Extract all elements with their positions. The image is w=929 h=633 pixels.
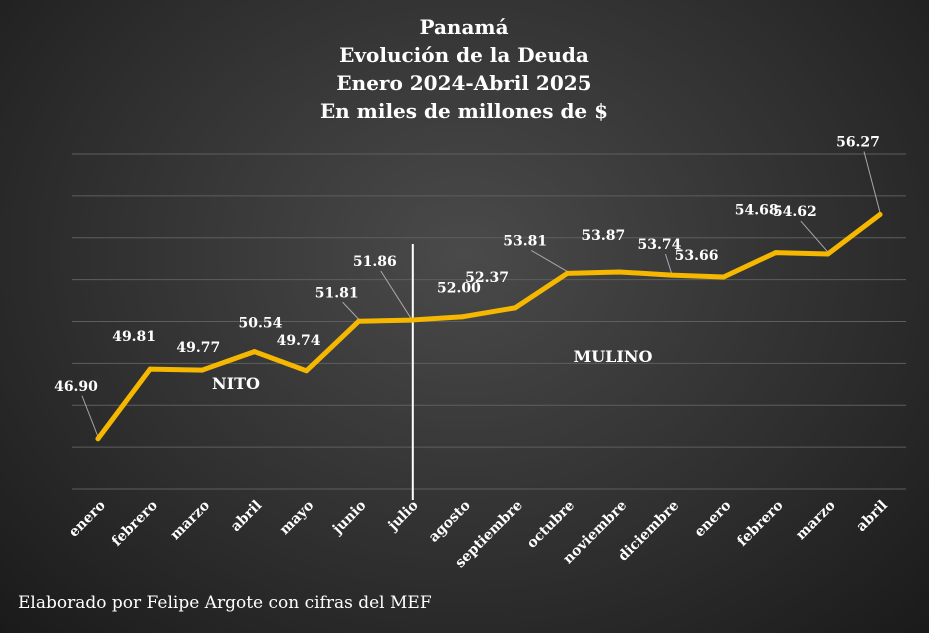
- data-point: [616, 269, 622, 275]
- x-tick-label: marzo: [793, 498, 839, 544]
- x-tick-label: febrero: [734, 498, 786, 550]
- data-label: 53.81: [503, 233, 547, 249]
- x-tick-label: mayo: [277, 498, 318, 539]
- x-tick-label: octubre: [524, 497, 578, 551]
- data-label: 53.66: [675, 248, 719, 264]
- data-label: 53.74: [638, 237, 682, 253]
- data-label: 52.00: [437, 281, 481, 297]
- data-label: 49.74: [277, 333, 321, 349]
- data-point: [564, 270, 570, 276]
- data-point: [199, 367, 205, 373]
- data-point: [668, 272, 674, 278]
- data-point: [721, 274, 727, 280]
- x-tick-label: agosto: [426, 498, 474, 546]
- gridlines: [72, 153, 906, 490]
- x-tick-label: marzo: [167, 498, 213, 544]
- title-line-1: Panamá: [419, 15, 508, 39]
- data-label: 53.87: [581, 228, 625, 244]
- leader-line: [530, 249, 568, 272]
- title-line-2: Evolución de la Deuda: [339, 43, 589, 67]
- label-leaders: [81, 151, 881, 437]
- data-label: 49.81: [112, 329, 156, 345]
- x-tick-label: abril: [853, 498, 890, 535]
- data-point: [773, 250, 779, 256]
- source-footer: Elaborado por Felipe Argote con cifras d…: [18, 593, 432, 613]
- leader-line: [800, 220, 829, 253]
- title-line-3: Enero 2024-Abril 2025: [336, 71, 591, 95]
- x-tick-label: enero: [691, 498, 734, 541]
- x-tick-label: febrero: [109, 498, 161, 550]
- annotation-mulino: MULINO: [574, 347, 653, 366]
- leader-line: [380, 270, 412, 319]
- leader-line: [664, 253, 672, 274]
- data-point: [95, 436, 101, 442]
- data-point: [512, 305, 518, 311]
- data-point: [356, 318, 362, 324]
- leader-line: [342, 301, 360, 320]
- annotations: NITO MULINO: [212, 347, 653, 393]
- data-label: 51.86: [353, 254, 397, 270]
- data-label: 56.27: [836, 135, 880, 151]
- data-label: 46.90: [54, 379, 98, 395]
- x-tick-label: abril: [228, 498, 265, 535]
- data-point: [408, 317, 414, 323]
- data-point: [877, 212, 883, 218]
- data-label: 50.54: [238, 316, 282, 332]
- data-label: 54.68: [735, 203, 779, 219]
- leader-line: [81, 395, 99, 437]
- x-tick-label: junio: [328, 498, 369, 539]
- series-line: [95, 212, 883, 442]
- data-point: [251, 349, 257, 355]
- x-axis-tick-labels: enero febrero marzo abril mayo junio julio agos…: [66, 497, 891, 571]
- chart-title: Panamá Evolución de la Deuda Enero 2024-…: [320, 15, 608, 123]
- data-point: [147, 366, 153, 372]
- x-tick-label: julio: [384, 498, 422, 536]
- x-tick-label: enero: [66, 498, 109, 541]
- series-lines: [95, 212, 883, 442]
- data-point: [825, 251, 831, 257]
- leader-line: [863, 151, 881, 213]
- data-point: [304, 368, 310, 374]
- data-label: 49.77: [176, 340, 220, 356]
- data-point: [460, 314, 466, 320]
- data-label: 52.37: [465, 270, 509, 286]
- data-label: 54.62: [773, 204, 817, 220]
- data-label: 51.81: [315, 285, 359, 301]
- title-line-4: En miles de millones de $: [320, 99, 608, 123]
- annotation-nito: NITO: [212, 374, 260, 393]
